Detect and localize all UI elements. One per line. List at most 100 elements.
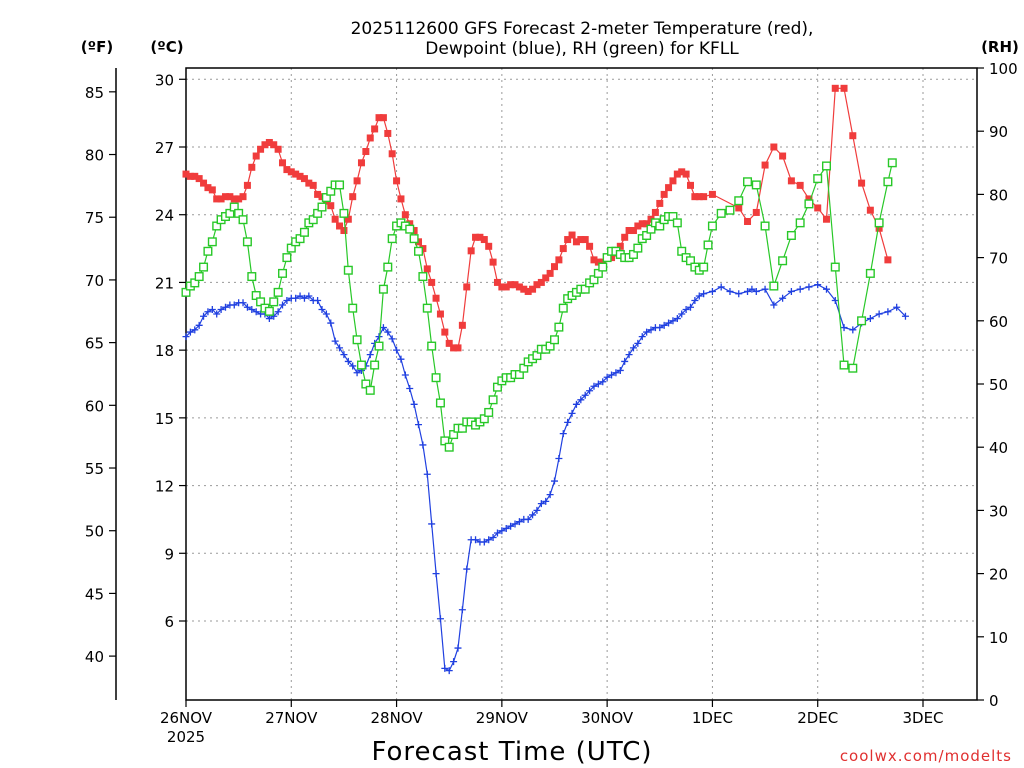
dewpoint-point [542, 497, 550, 505]
temperature-point [529, 285, 537, 293]
dewpoint-point [537, 500, 545, 508]
temperature-point [660, 190, 668, 198]
dewpoint-point [204, 308, 212, 316]
dewpoint-point [432, 570, 440, 578]
dewpoint-point [748, 285, 756, 293]
rh-point [484, 407, 494, 417]
temperature-point [182, 170, 190, 178]
rh-point [699, 262, 709, 272]
temperature-point [858, 179, 866, 187]
dewpoint-point [884, 308, 892, 316]
rh-point [633, 243, 643, 253]
dewpoint-point [300, 294, 308, 302]
dewpoint-point [445, 667, 453, 675]
dewpoint-point [669, 317, 677, 325]
rh-point [365, 385, 375, 395]
temperature-point [265, 138, 273, 146]
rh-point [444, 442, 454, 452]
dewpoint-point [195, 321, 203, 329]
rh-point [848, 363, 858, 373]
temperature-point [200, 179, 208, 187]
fahrenheit-tick-label: 85 [85, 84, 104, 102]
celsius-tick-label: 21 [155, 274, 174, 292]
rh-tick-label: 10 [989, 629, 1008, 647]
rh-tick-label: 60 [989, 313, 1008, 331]
celsius-tick-label: 12 [155, 478, 174, 496]
rh-point [760, 221, 770, 231]
dewpoint-point [349, 362, 357, 370]
dewpoint-point [616, 366, 624, 374]
temperature-point [248, 163, 256, 171]
temperature-point [831, 84, 839, 92]
dewpoint-point [875, 310, 883, 318]
rh-point [264, 306, 274, 316]
dewpoint-point [901, 312, 909, 320]
dewpoint-point [568, 409, 576, 417]
temperature-point [629, 227, 637, 235]
temperature-point [379, 114, 387, 122]
temperature-point [643, 220, 651, 228]
temperature-point [779, 152, 787, 160]
dewpoint-point [643, 328, 651, 336]
temperature-point [362, 148, 370, 156]
temperature-point [507, 281, 515, 289]
dewpoint-point [388, 335, 396, 343]
dewpoint-point [691, 296, 699, 304]
rh-tick-label: 40 [989, 439, 1008, 457]
rh-tick-label: 100 [989, 60, 1018, 78]
dewpoint-point [559, 430, 567, 438]
dewpoint-point [485, 536, 493, 544]
dewpoint-point [572, 400, 580, 408]
chart-title-line-2: Dewpoint (blue), RH (green) for KFLL [425, 39, 739, 59]
dewpoint-point [191, 326, 199, 334]
dewpoint-point [814, 281, 822, 289]
celsius-tick-label: 30 [155, 71, 174, 89]
dewpoint-point [279, 301, 287, 309]
temperature-point [678, 168, 686, 176]
temperature-point [476, 233, 484, 241]
dewpoint-point [415, 421, 423, 429]
celsius-unit-label: (ºC) [150, 38, 183, 56]
dewpoint-point [735, 290, 743, 298]
temperature-point [669, 177, 677, 185]
celsius-tick-label: 18 [155, 342, 174, 360]
dewpoint-point [638, 333, 646, 341]
rh-point [769, 281, 779, 291]
temperature-point [441, 328, 449, 336]
rh-point [558, 303, 568, 313]
rh-point [352, 335, 362, 345]
dewpoint-point [458, 606, 466, 614]
rh-point [282, 253, 292, 263]
temperature-point [616, 242, 624, 250]
x-tick-label: 29NOV [476, 709, 529, 727]
dewpoint-point [318, 306, 326, 314]
rh-point [795, 218, 805, 228]
dewpoint-point [581, 391, 589, 399]
dewpoint-point [463, 565, 471, 573]
dewpoint-point [840, 324, 848, 332]
rh-point [887, 158, 897, 168]
temperature-point [599, 258, 607, 266]
dewpoint-point [625, 351, 633, 359]
dewpoint-point [489, 533, 497, 541]
temperature-point [270, 141, 278, 149]
temperature-point [436, 310, 444, 318]
dewpoint-point [564, 418, 572, 426]
series-rh [181, 158, 897, 452]
temperature-point [375, 114, 383, 122]
temperature-point [432, 294, 440, 302]
rh-point [786, 230, 796, 240]
dewpoint-point [590, 382, 598, 390]
dewpoint-point [379, 324, 387, 332]
dewpoint-point [612, 369, 620, 377]
dewpoint-point [327, 319, 335, 327]
temperature-point [515, 283, 523, 291]
rh-tick-label: 0 [989, 692, 999, 710]
rh-point [348, 303, 358, 313]
rh-point [278, 268, 288, 278]
rh-point [734, 196, 744, 206]
series-dewpoint [182, 281, 909, 675]
dewpoint-point [796, 285, 804, 293]
temperature-point [686, 181, 694, 189]
rh-point [839, 360, 849, 370]
